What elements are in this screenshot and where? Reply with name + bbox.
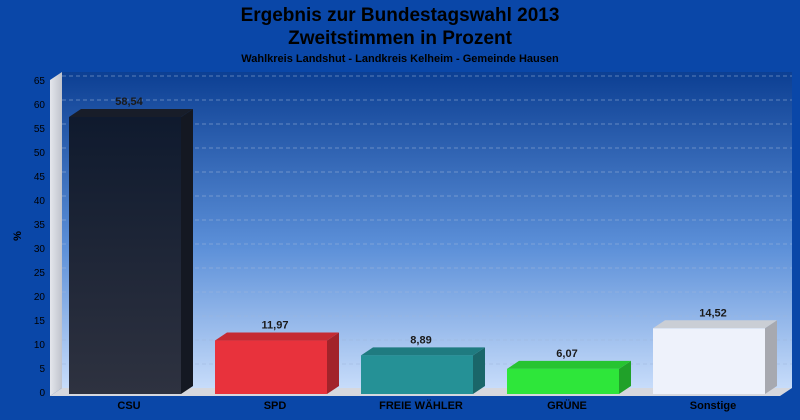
y-tick-label: 60 [34,100,46,111]
y-tick-label: 30 [34,244,46,255]
bar-side [619,360,631,394]
value-label: 8,89 [410,334,431,346]
y-tick-label: 10 [34,340,46,351]
bar-top [653,320,777,329]
y-tick-label: 50 [34,148,46,159]
category-label: SPD [264,400,287,412]
bar-front [215,340,327,394]
left-wall [50,72,62,396]
y-tick-label: 0 [39,388,45,399]
bar-front [69,117,181,395]
y-tick-label: 40 [34,196,46,207]
bar-top [215,332,339,341]
y-axis-label: % [12,231,24,241]
bar-front [361,355,473,394]
bar-spd [215,332,339,394]
y-tick-label: 15 [34,316,46,327]
category-label: CSU [117,400,140,412]
chart-subtitle: Wahlkreis Landshut - Landkreis Kelheim -… [241,53,559,65]
y-tick-label: 35 [34,220,46,231]
bars-layer [69,109,777,395]
category-label: Sonstige [690,400,736,412]
value-label: 6,07 [556,348,577,360]
bar-sonstige [653,320,777,394]
bar-top [69,109,193,118]
bar-csu [69,109,193,395]
labels-layer: 58,54 CSU 11,97 SPD 8,89 FREIE WÄHLER 6,07 GRÜN… [115,96,736,412]
y-tick-label: 45 [34,172,46,183]
category-label: GRÜNE [547,399,587,412]
bar-top [361,347,485,356]
value-label: 14,52 [699,307,727,319]
bar-side [473,347,485,394]
bar-freie-w-hler [361,347,485,394]
y-tick-label: 25 [34,268,46,279]
bar-side [327,332,339,394]
y-tick-label: 20 [34,292,46,303]
chart-title: Ergebnis zur Bundestagswahl 2013 [240,5,560,26]
value-label: 11,97 [262,320,289,332]
bar-side [765,320,777,394]
y-tick-label: 5 [39,364,45,375]
bar-side [181,109,193,395]
y-tick-label: 65 [34,76,46,87]
y-tick-label: 55 [34,124,46,135]
bar-gr-ne [507,360,631,394]
bar-top [507,360,631,369]
chart-title-line2: Zweitstimmen in Prozent [288,28,512,49]
bar-front [653,328,765,394]
title-block: Ergebnis zur Bundestagswahl 2013 Zweitst… [0,4,800,65]
category-label: FREIE WÄHLER [379,399,463,412]
value-label: 58,54 [115,96,143,108]
bar-front [507,368,619,394]
